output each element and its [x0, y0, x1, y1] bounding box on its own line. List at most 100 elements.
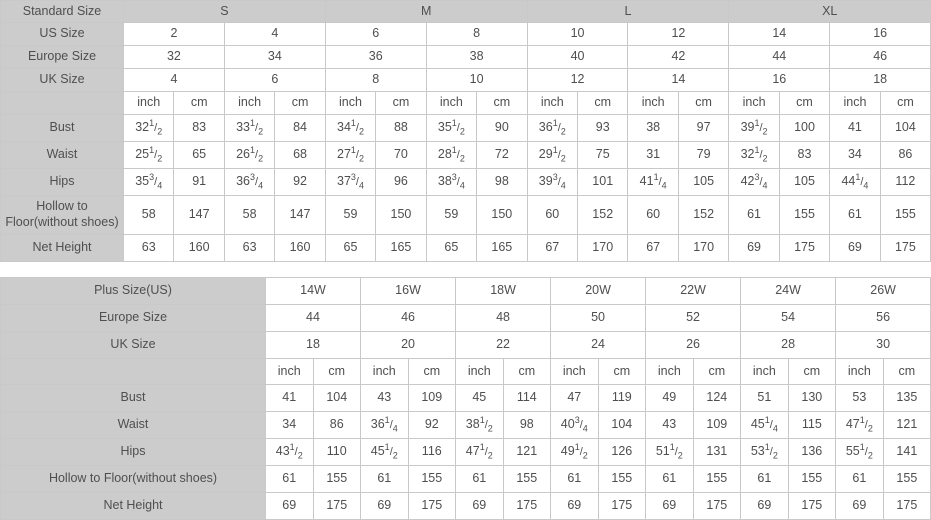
size-value: 22: [455, 331, 552, 359]
unit-header-inch: inch: [455, 358, 504, 385]
measurement-inch: 363/4: [223, 168, 276, 196]
measurement-inch: 41: [265, 384, 314, 412]
measurement-cm: 155: [312, 465, 362, 493]
measurement-inch: 271/2: [324, 141, 377, 169]
size-value: 12: [627, 22, 730, 46]
measurement-cm: 92: [274, 168, 326, 196]
measurement-inch: 43: [645, 411, 694, 439]
size-value: 18: [264, 331, 362, 359]
row-label-net-height: Net Height: [0, 492, 266, 520]
unit-header-cm: cm: [577, 91, 629, 115]
plus-measurement-row: Hips 431/2 110 451/2 116 471/2 121 491/2 126 511/…: [0, 438, 931, 466]
measurement-inch: 34: [265, 411, 314, 439]
measurement-cm: 165: [375, 234, 427, 262]
unit-header-inch: inch: [265, 358, 314, 385]
measurement-cm: 147: [274, 195, 326, 235]
plus-measurement-row: Net Height 69 175 69 175 69 175 69 175 69 175 69 175…: [0, 492, 931, 520]
size-value: 14: [627, 68, 730, 92]
measurement-inch: 69: [829, 234, 881, 262]
measurement-cm: 160: [274, 234, 326, 262]
unit-header-cm: cm: [173, 91, 225, 115]
measurement-cm: 70: [375, 141, 427, 169]
plus-europe-size-row: Europe Size 44 46 48 50 52 54 56: [0, 304, 931, 332]
standard-europe-size-row: Europe Size 32 34 36 38 40 42 44 46: [0, 45, 931, 69]
measurement-inch: 471/2: [455, 438, 504, 466]
measurement-inch: 65: [324, 234, 377, 262]
size-value: 44: [264, 304, 362, 332]
size-value: 38: [425, 45, 528, 69]
table-spacer: [0, 262, 931, 277]
size-group-s: S: [123, 0, 326, 23]
standard-size-table: Standard Size S M L XL US Size 2 4 6 8 10 12 14 16 Eur…: [0, 0, 931, 262]
measurement-inch: 61: [829, 195, 881, 235]
measurement-inch: 43: [360, 384, 409, 412]
measurement-cm: 175: [879, 234, 931, 262]
measurement-inch: 41: [829, 114, 881, 142]
measurement-cm: 147: [173, 195, 225, 235]
unit-header-inch: inch: [835, 358, 884, 385]
measurement-inch: 381/2: [455, 411, 504, 439]
measurement-inch: 61: [360, 465, 409, 493]
size-value: 18W: [455, 277, 552, 305]
measurement-inch: 251/2: [122, 141, 175, 169]
standard-us-size-row: US Size 2 4 6 8 10 12 14 16: [0, 22, 931, 46]
size-value: 14: [728, 22, 831, 46]
measurement-cm: 175: [778, 234, 831, 262]
standard-group-row: Standard Size S M L XL: [0, 0, 931, 23]
measurement-inch: 60: [526, 195, 579, 235]
measurement-inch: 45: [455, 384, 504, 412]
measurement-cm: 124: [692, 384, 742, 412]
measurement-cm: 175: [312, 492, 362, 520]
size-value: 56: [835, 304, 931, 332]
unit-header-cm: cm: [502, 358, 552, 385]
measurement-cm: 175: [597, 492, 647, 520]
measurement-cm: 155: [502, 465, 552, 493]
measurement-cm: 175: [502, 492, 552, 520]
unit-header-inch: inch: [360, 358, 409, 385]
measurement-cm: 175: [407, 492, 457, 520]
measurement-cm: 109: [407, 384, 457, 412]
measurement-inch: 361/2: [526, 114, 579, 142]
measurement-cm: 96: [375, 168, 427, 196]
measurement-cm: 155: [879, 195, 931, 235]
size-value: 20: [360, 331, 457, 359]
measurement-cm: 91: [173, 168, 225, 196]
size-value: 24W: [740, 277, 837, 305]
unit-header-cm: cm: [879, 91, 931, 115]
unit-header-cm: cm: [597, 358, 647, 385]
size-value: 42: [627, 45, 730, 69]
measurement-cm: 110: [312, 438, 362, 466]
measurement-cm: 116: [407, 438, 457, 466]
measurement-cm: 155: [778, 195, 831, 235]
plus-uk-size-row: UK Size 18 20 22 24 26 28 30: [0, 331, 931, 359]
size-value: 28: [740, 331, 837, 359]
size-value: 8: [425, 22, 528, 46]
measurement-inch: 69: [360, 492, 409, 520]
measurement-inch: 67: [526, 234, 579, 262]
measurement-cm: 126: [597, 438, 647, 466]
measurement-cm: 136: [787, 438, 837, 466]
measurement-inch: 47: [550, 384, 599, 412]
row-label-waist: Waist: [0, 141, 124, 169]
row-label-uk-size: UK Size: [0, 331, 266, 359]
unit-header-cm: cm: [476, 91, 528, 115]
measurement-inch: 441/4: [829, 168, 881, 196]
row-label-net-height: Net Height: [0, 234, 124, 262]
measurement-cm: 104: [312, 384, 362, 412]
size-value: 46: [829, 45, 931, 69]
size-value: 46: [360, 304, 457, 332]
measurement-cm: 105: [778, 168, 831, 196]
measurement-cm: 83: [778, 141, 831, 169]
measurement-inch: 361/4: [360, 411, 409, 439]
plus-measurement-row: Waist 34 86 361/4 92 381/2 98 403/4 104 43 109 451/…: [0, 411, 931, 439]
measurement-inch: 69: [740, 492, 789, 520]
unit-header-inch: inch: [324, 91, 377, 115]
measurement-inch: 38: [627, 114, 679, 142]
size-value: 20W: [550, 277, 647, 305]
measurement-inch: 34: [829, 141, 881, 169]
unit-header-inch: inch: [122, 91, 175, 115]
size-value: 4: [123, 68, 225, 92]
measurement-cm: 155: [597, 465, 647, 493]
measurement-cm: 150: [476, 195, 528, 235]
measurement-cm: 68: [274, 141, 326, 169]
